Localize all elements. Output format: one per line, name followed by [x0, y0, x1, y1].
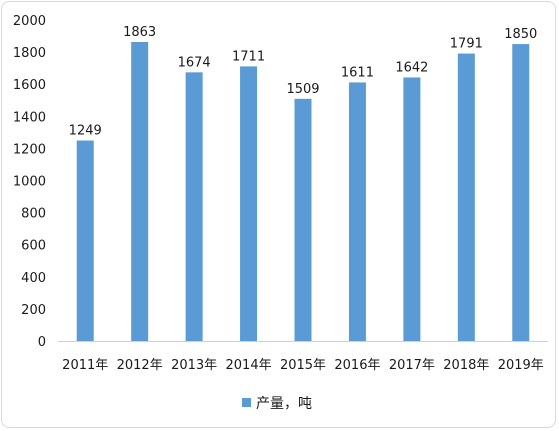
bars [76, 41, 530, 342]
y-tick-label: 0 [38, 335, 46, 350]
y-tick-label: 2000 [13, 14, 46, 29]
legend-label: 产量，吨 [256, 396, 312, 412]
data-label: 1674 [178, 55, 211, 70]
x-tick-label: 2014年 [226, 358, 272, 373]
data-labels: 1249 1863 1674 1711 1509 1611 1642 1791 1850 [69, 25, 538, 139]
data-label: 1642 [395, 60, 428, 75]
data-label: 1791 [450, 37, 483, 52]
x-tick-label: 2013年 [171, 358, 217, 373]
y-tick-label: 1400 [13, 110, 46, 125]
bar [403, 77, 421, 342]
bar [76, 140, 94, 341]
bar [131, 41, 149, 342]
y-tick-label: 800 [21, 207, 46, 222]
data-label: 1850 [504, 27, 537, 42]
x-tick-label: 2015年 [280, 358, 326, 373]
data-label: 1611 [341, 65, 374, 80]
x-tick-label: 2012年 [117, 358, 163, 373]
bar [294, 98, 312, 341]
bar [348, 82, 366, 341]
legend: 产量，吨 [242, 396, 312, 412]
x-tick-label: 2017年 [389, 358, 435, 373]
y-tick-label: 1800 [13, 46, 46, 61]
y-axis: 0 200 400 600 800 1000 1200 1400 1600 1800 2000 [13, 14, 46, 350]
x-tick-label: 2016年 [334, 358, 380, 373]
bar [512, 44, 530, 341]
data-label: 1509 [286, 82, 319, 97]
y-tick-label: 1600 [13, 78, 46, 93]
bar [457, 53, 475, 342]
y-tick-label: 1000 [13, 175, 46, 190]
x-axis: 2011年 2012年 2013年 2014年 2015年 2016年 2017年 2018年… [58, 341, 548, 373]
x-tick-label: 2011年 [62, 358, 108, 373]
x-tick-label: 2018年 [443, 358, 489, 373]
y-tick-label: 600 [21, 239, 46, 254]
y-tick-label: 1200 [13, 142, 46, 157]
data-label: 1249 [69, 124, 102, 139]
y-tick-label: 200 [21, 303, 46, 318]
data-label: 1711 [232, 49, 265, 64]
bar [240, 66, 258, 342]
bar [185, 72, 203, 341]
legend-swatch [242, 398, 251, 407]
y-tick-label: 400 [21, 271, 46, 286]
data-label: 1863 [123, 25, 156, 40]
x-tick-label: 2019年 [498, 358, 544, 373]
